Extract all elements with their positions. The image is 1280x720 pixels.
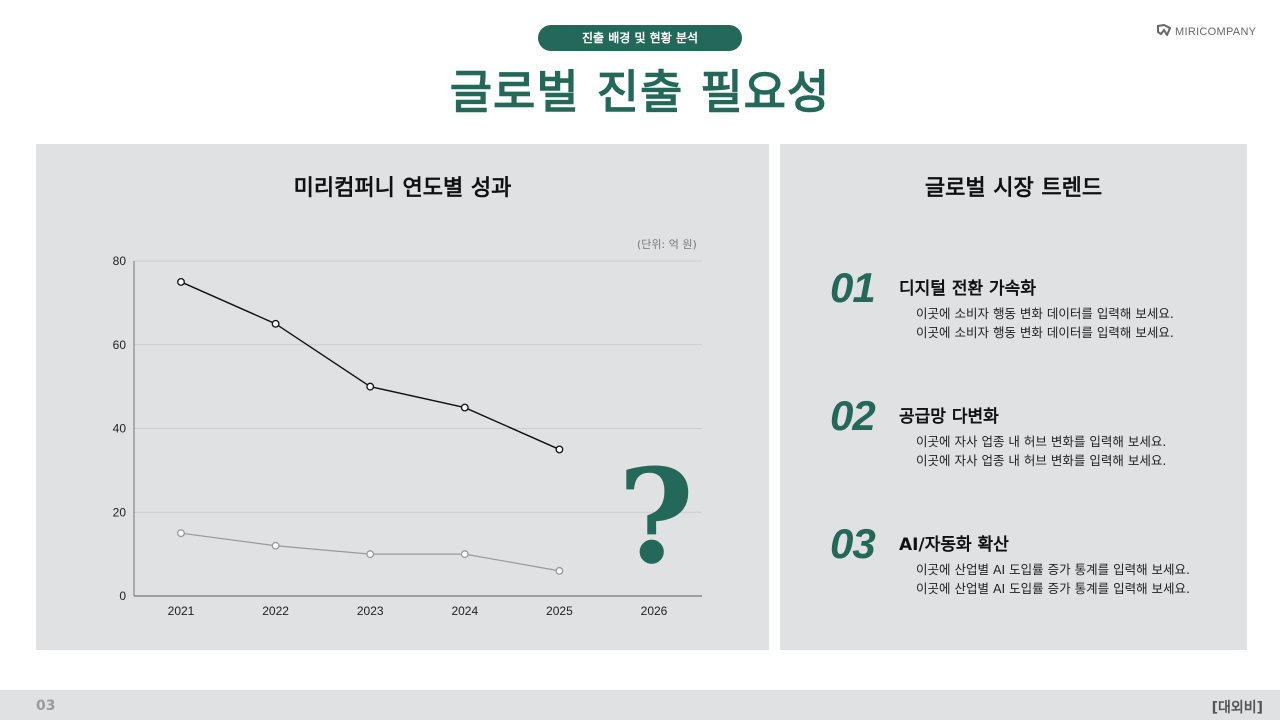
x-tick-label: 2023: [357, 604, 384, 618]
trend-number: 01: [830, 264, 876, 311]
x-tick-label: 2024: [451, 604, 478, 618]
trend-description: 이곳에 산업별 AI 도입률 증가 통계를 입력해 보세요. 이곳에 산업별 A…: [916, 562, 1191, 596]
x-tick-label: 2022: [262, 604, 289, 618]
question-mark-icon: ?: [618, 440, 694, 593]
miricompany-logo-icon: [1157, 23, 1172, 39]
x-tick-label: 2025: [546, 604, 573, 618]
confidential-tag: [대외비]: [1211, 700, 1263, 716]
performance-chart-panel: 미리컴퍼니 연도별 성과 (단위: 억 원) 0 20 40 60 80 2021 2022…: [36, 144, 769, 650]
data-point: [460, 403, 469, 412]
section-pill: 진출 배경 및 현황 분석: [538, 25, 742, 51]
y-tick-label: 20: [113, 505, 127, 519]
y-tick-label: 0: [119, 589, 126, 603]
line-chart: 0 20 40 60 80 2021 2022 2023 2024 2025 2026?: [113, 254, 702, 618]
trend-number: 02: [830, 392, 876, 439]
page-title: 글로벌 진출 필요성: [449, 65, 831, 119]
unit-label: (단위: 억 원): [637, 238, 697, 251]
logo: MIRICOMPANY: [1157, 23, 1257, 39]
chart-title: 미리컴퍼니 연도별 성과: [293, 176, 512, 201]
trend-description: 이곳에 소비자 행동 변화 데이터를 입력해 보세요. 이곳에 소비자 행동 변…: [916, 306, 1174, 340]
data-point: [177, 277, 185, 286]
y-tick-label: 60: [113, 338, 127, 352]
data-point: [366, 382, 375, 391]
logo-text: MIRICOMPANY: [1175, 25, 1257, 38]
page-number: 03: [36, 698, 56, 714]
data-point: [555, 445, 564, 454]
trend-heading: 디지털 전환 가속화: [899, 279, 1036, 299]
data-point: [366, 550, 375, 559]
trend-description: 이곳에 자사 업종 내 허브 변화를 입력해 보세요. 이곳에 자사 업종 내 …: [916, 434, 1167, 468]
series-line: [180, 281, 560, 451]
trend-panel-title: 글로벌 시장 트렌드: [924, 176, 1103, 201]
y-tick-label: 40: [113, 422, 127, 436]
footer-bar: 03 [대외비]: [0, 690, 1280, 720]
trend-heading: AI/자동화 확산: [899, 535, 1009, 555]
data-point: [177, 529, 185, 538]
data-point: [555, 566, 564, 575]
data-point: [460, 550, 469, 559]
trend-heading: 공급망 다변화: [899, 407, 999, 427]
x-tick-label: 2026: [641, 604, 668, 618]
data-point: [271, 319, 280, 328]
y-tick-label: 80: [113, 254, 127, 268]
trend-number: 03: [830, 520, 876, 567]
market-trend-panel: 글로벌 시장 트렌드 01 디지털 전환 가속화 이곳에 소비자 행동 변화 데…: [780, 144, 1247, 650]
data-point: [271, 541, 280, 550]
x-tick-label: 2021: [168, 604, 195, 618]
